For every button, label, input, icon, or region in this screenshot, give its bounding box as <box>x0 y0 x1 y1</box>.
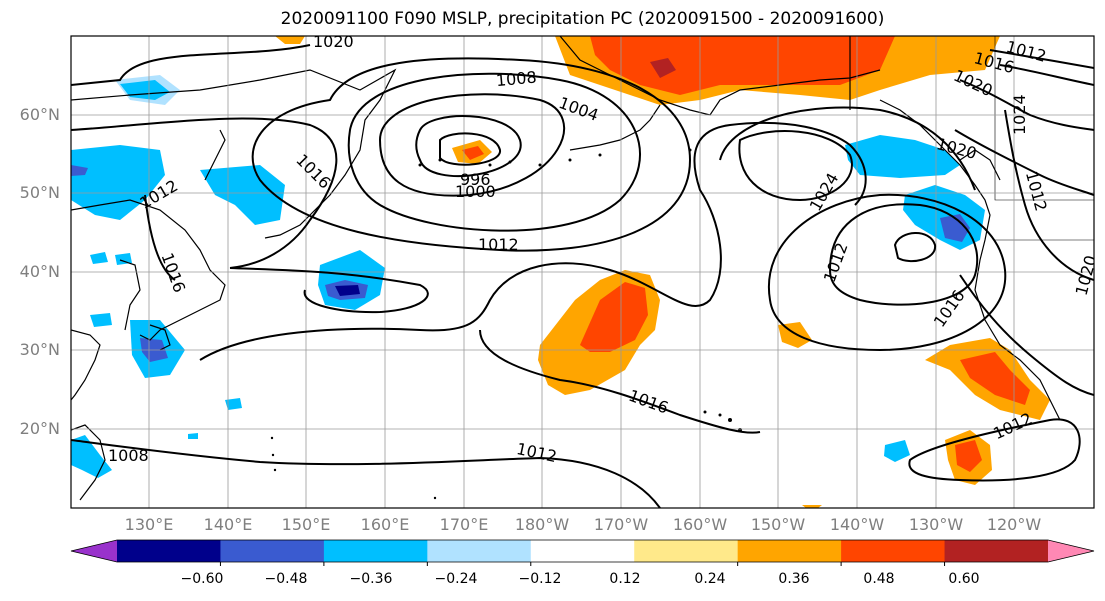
colorbar-outline <box>70 539 1095 563</box>
isobar-label: 1008 <box>495 68 537 90</box>
precip-negative-region <box>200 165 285 225</box>
map-title: 2020091100 F090 MSLP, precipitation PC (… <box>280 9 885 29</box>
colorbar-segment <box>841 540 946 562</box>
colorbar-tick-label: 0.60 <box>948 571 980 587</box>
isobar-label: 1008 <box>108 446 149 465</box>
colorbar-tick-label: −0.12 <box>518 571 562 587</box>
longitude-label: 120°W <box>986 515 1042 534</box>
colorbar-segment <box>530 540 635 562</box>
colorbar-segment <box>323 540 428 562</box>
longitude-label: 170°W <box>593 515 649 534</box>
precip-negative-region <box>845 135 960 178</box>
map-frame <box>70 35 1095 509</box>
colorbar-tick-label: 0.24 <box>694 571 726 587</box>
colorbar-extend-max <box>1048 540 1094 562</box>
longitude-label: 180°W <box>514 515 570 534</box>
longitude-label: 130°E <box>124 515 174 534</box>
longitude-label: 160°E <box>360 515 410 534</box>
mslp-isobars <box>71 44 1094 508</box>
colorbar-segment <box>220 540 325 562</box>
precipitation-anomaly-shading <box>71 36 1050 508</box>
longitude-label: 140°E <box>203 515 253 534</box>
isobar-label: 1024 <box>1010 94 1029 135</box>
isobar-label: 1012 <box>478 235 519 254</box>
isobar-label: 1020 <box>313 32 354 51</box>
graticule <box>71 36 1094 508</box>
colorbar <box>70 539 1095 566</box>
colorbar-segment <box>737 540 842 562</box>
latitude-label: 40°N <box>19 262 60 281</box>
latitude-label: 30°N <box>19 340 60 359</box>
longitude-label: 170°E <box>439 515 489 534</box>
latitude-label: 20°N <box>19 419 60 438</box>
colorbar-segment <box>427 540 532 562</box>
latitude-label: 60°N <box>19 105 60 124</box>
longitude-label: 150°E <box>281 515 331 534</box>
latitude-label: 50°N <box>19 183 60 202</box>
colorbar-segment <box>634 540 739 562</box>
longitude-label: 160°W <box>672 515 728 534</box>
longitude-label: 130°W <box>908 515 964 534</box>
longitude-label: 150°W <box>750 515 806 534</box>
colorbar-tick-label: −0.24 <box>434 571 478 587</box>
longitude-label: 140°W <box>829 515 885 534</box>
colorbar-tick-label: −0.48 <box>264 571 308 587</box>
isobar-label: 996 <box>460 170 491 189</box>
colorbar-tick-label: 0.12 <box>609 571 641 587</box>
isobar-label: 1000 <box>455 182 496 201</box>
colorbar-segment <box>117 540 221 562</box>
colorbar-tick-label: −0.60 <box>180 571 224 587</box>
colorbar-tick-label: −0.36 <box>349 571 393 587</box>
colorbar-tick-label: 0.48 <box>863 571 895 587</box>
colorbar-segment <box>944 540 1049 562</box>
colorbar-tick-label: 0.36 <box>778 571 810 587</box>
colorbar-extend-min <box>71 540 117 562</box>
